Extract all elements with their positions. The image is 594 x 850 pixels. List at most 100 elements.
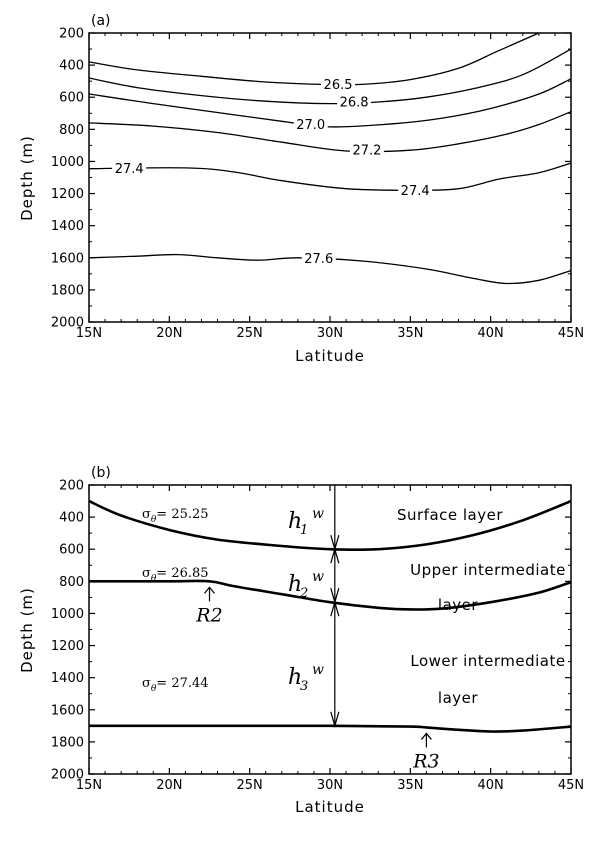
y-tick-label: 200: [59, 27, 84, 42]
panel-a-contour-labels: 26.5 26.8 27.0 27.2 27.4 27.4 27.6: [112, 76, 433, 267]
marker-label: R3: [412, 750, 439, 772]
panel-b-x-ticks: 15N 20N 25N 30N 35N 40N 45N: [76, 485, 584, 793]
y-tick-label: 1600: [51, 703, 84, 718]
x-tick-label: 45N: [558, 326, 584, 341]
svg-text:w: w: [312, 662, 324, 678]
h2-label: h 2 w: [288, 569, 324, 601]
contour-label: 27.6: [304, 252, 333, 267]
y-tick-label: 2000: [51, 768, 84, 783]
arrow-head: [330, 711, 340, 729]
panel-a-contours: [88, 32, 572, 285]
x-tick-label: 15N: [76, 326, 102, 341]
panel-b-markers: R2 R3: [195, 586, 440, 772]
svg-text:h: h: [288, 509, 302, 534]
panel-a-label: (a): [91, 13, 111, 29]
marker-label: R2: [195, 604, 222, 626]
series-line: [88, 499, 572, 552]
y-tick-label: 1200: [51, 639, 84, 654]
svg-text:w: w: [312, 506, 324, 522]
contour-label: 27.4: [115, 162, 144, 177]
sigma-label-lower: σθ= 27.44: [142, 676, 209, 694]
svg-text:3: 3: [300, 679, 308, 694]
panel-a: (a) 15N 20N 25N 30N 35N 40N 45N 200 400 600 800 10…: [18, 13, 584, 365]
marker-arrow-head: [420, 732, 432, 740]
contour-label: 27.2: [352, 144, 381, 159]
series-line: [88, 724, 572, 733]
series-line: [88, 111, 572, 153]
contour-label: 27.0: [296, 118, 325, 133]
panel-a-y-ticks: 200 400 600 800 1000 1200 1400 1600 1800 2000: [51, 27, 571, 331]
arrow-head: [330, 547, 340, 564]
panel-b-y-ticks: 200 400 600 800 1000 1200 1400 1600 1800 2000: [51, 479, 571, 783]
x-tick-label: 20N: [156, 326, 182, 341]
arrow-head: [330, 600, 340, 617]
y-tick-label: 1000: [51, 155, 84, 170]
h3-label: h 3 w: [288, 662, 324, 694]
svg-text:h: h: [288, 665, 302, 690]
y-tick-label: 800: [59, 123, 84, 138]
y-tick-label: 1200: [51, 187, 84, 202]
svg-text:2: 2: [299, 586, 308, 601]
contour-label-bg: [293, 116, 328, 132]
contour-label-bg: [112, 160, 147, 176]
y-tick-label: 600: [59, 91, 84, 106]
panel-b-label: (b): [91, 465, 111, 481]
x-tick-label: 40N: [478, 778, 504, 793]
x-tick-label: 25N: [237, 778, 263, 793]
x-tick-label: 15N: [76, 778, 102, 793]
x-tick-label: 30N: [317, 326, 343, 341]
y-tick-label: 1400: [51, 671, 84, 686]
panel-a-y-axis-label: Depth (m): [18, 135, 36, 221]
y-tick-label: 1400: [51, 219, 84, 234]
panel-b-x-axis-label: Latitude: [295, 798, 365, 816]
contour-label: 26.8: [340, 96, 369, 111]
panel-a-frame: [88, 32, 572, 323]
x-tick-label: 25N: [237, 326, 263, 341]
thickness-arrows: [330, 485, 340, 729]
contour-label-bg: [349, 142, 384, 158]
y-tick-label: 800: [59, 575, 84, 590]
marker-arrow-head: [204, 586, 215, 594]
svg-text:h: h: [288, 572, 302, 597]
series-line: [89, 579, 572, 611]
sigma-label-upper: σθ= 26.85: [142, 566, 209, 584]
layer-label-surface: Surface layer: [397, 506, 503, 524]
contour-label-bg: [398, 182, 433, 198]
panel-b-density-surfaces: [88, 499, 572, 733]
layer-label-upper-1: Upper intermediate: [410, 561, 566, 579]
y-tick-label: 2000: [51, 316, 84, 331]
h1-label: h 1 w: [288, 506, 324, 538]
contour-label-bg: [301, 250, 336, 266]
layer-label-lower-1: Lower intermediate: [410, 652, 565, 670]
x-tick-label: 30N: [317, 778, 343, 793]
panel-b: (b) 15N 20N 25N 30N 35N 40N 45N 200 400 600 800 10…: [18, 465, 584, 816]
svg-text:w: w: [312, 569, 324, 585]
y-tick-label: 400: [59, 59, 84, 74]
series-line: [88, 78, 572, 128]
panel-a-x-ticks: 15N 20N 25N 30N 35N 40N 45N: [76, 33, 584, 341]
panel-a-x-axis-label: Latitude: [295, 347, 365, 365]
series-line: [88, 48, 572, 105]
y-tick-label: 1000: [51, 607, 84, 622]
x-tick-label: 45N: [558, 778, 584, 793]
contour-label: 26.5: [324, 78, 353, 93]
y-tick-label: 400: [59, 511, 84, 526]
contour-label-bg: [337, 94, 372, 110]
x-tick-label: 20N: [156, 778, 182, 793]
sigma-label-surface: σθ= 25.25: [142, 507, 209, 525]
y-tick-label: 200: [59, 479, 84, 494]
contour-label: 27.4: [401, 184, 430, 199]
y-tick-label: 600: [59, 543, 84, 558]
x-tick-label: 35N: [397, 778, 423, 793]
contour-label-bg: [321, 76, 356, 92]
series-line: [88, 162, 572, 191]
y-tick-label: 1600: [51, 251, 84, 266]
y-tick-label: 1800: [51, 735, 84, 750]
layer-label-lower-2: layer: [438, 689, 478, 707]
layer-label-upper-2: layer: [438, 596, 478, 614]
panel-b-y-axis-label: Depth (m): [18, 587, 36, 673]
x-tick-label: 35N: [397, 326, 423, 341]
y-tick-label: 1800: [51, 283, 84, 298]
series-line: [88, 32, 540, 86]
